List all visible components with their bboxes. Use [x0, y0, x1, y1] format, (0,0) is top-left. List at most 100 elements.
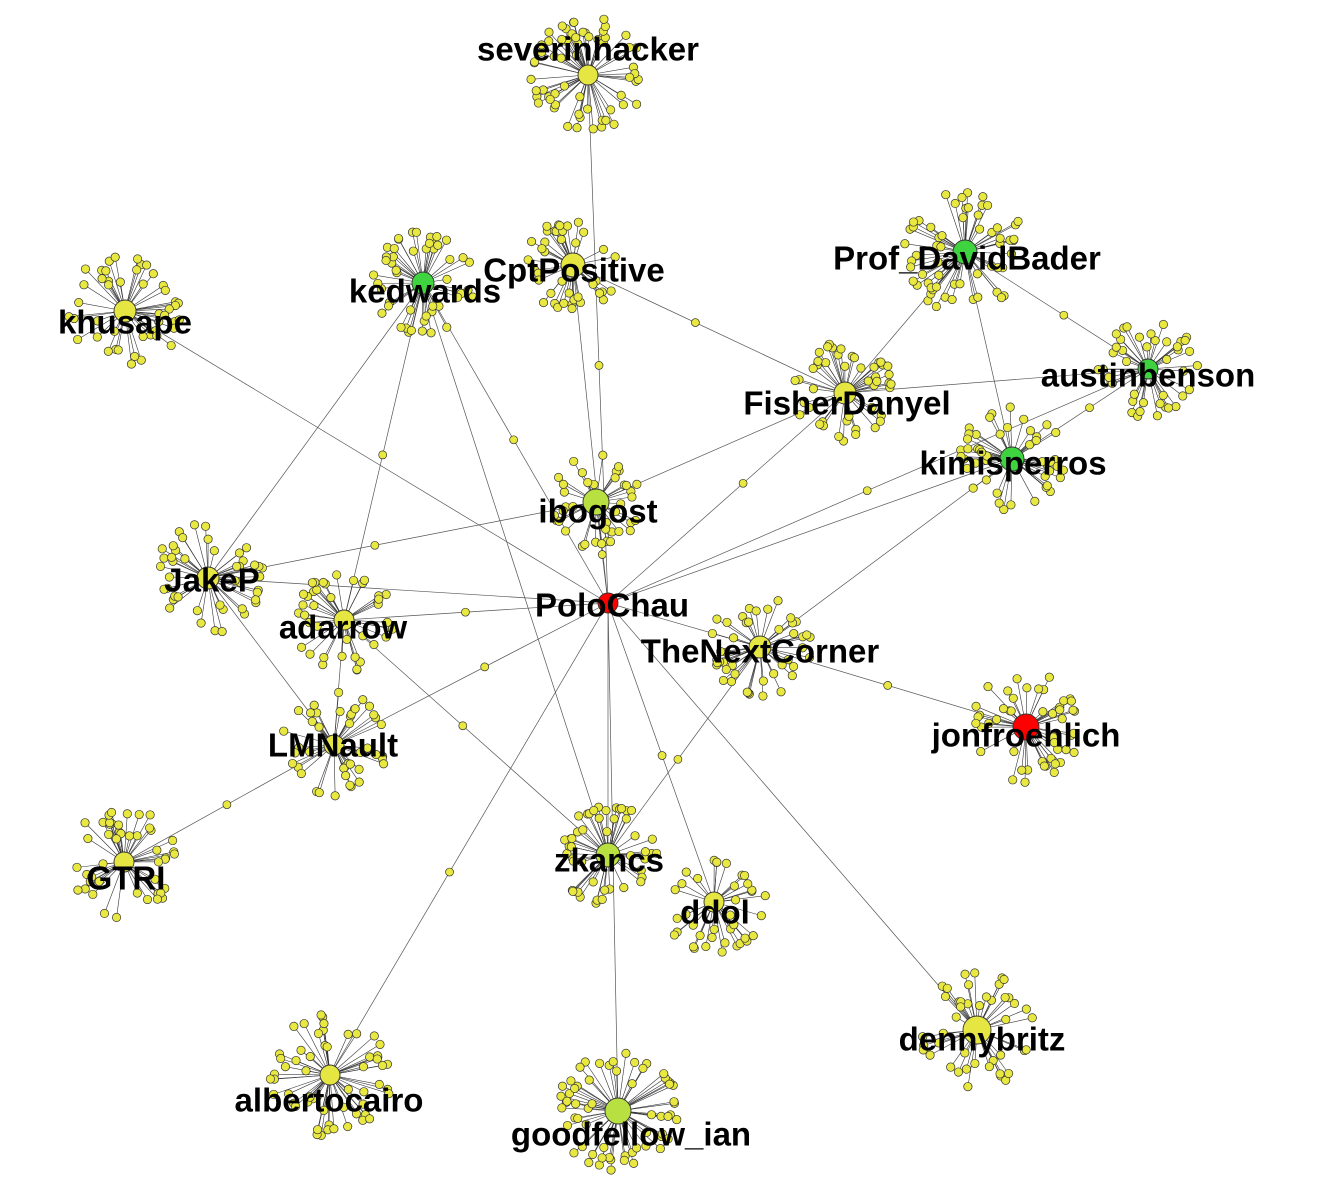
leaf-node [1163, 403, 1174, 413]
leaf-node [352, 664, 362, 674]
leaf-node [1059, 696, 1069, 706]
leaf-node [808, 384, 818, 394]
leaf-node [960, 1048, 970, 1058]
hub-node-adarrow[interactable] [333, 609, 355, 631]
leaf-node [307, 716, 317, 727]
leaf-node [1044, 672, 1054, 682]
edge-CptPositive-FisherDanyel [572, 264, 846, 394]
leaf-node [937, 231, 947, 241]
leaf-node [369, 639, 379, 650]
hub-node-TheNextCorner[interactable] [748, 635, 772, 659]
leaf-node [769, 669, 779, 679]
leaf-node [556, 234, 566, 244]
leaf-node [150, 874, 160, 884]
leaf-node [575, 92, 585, 102]
leaf-node [463, 285, 473, 295]
hub-node-dennybritz[interactable] [962, 1015, 992, 1045]
hub-node-ibogost[interactable] [582, 488, 610, 516]
leaf-node [725, 910, 735, 920]
hub-node-CptPositive[interactable] [560, 252, 586, 278]
hub-node-severinhacker[interactable] [577, 64, 599, 86]
hub-node-goodfellow_ian[interactable] [604, 1097, 632, 1125]
node-label-FisherDanyel: FisherDanyel [743, 385, 950, 422]
leaf-node [722, 617, 732, 627]
leaf-node [289, 1021, 299, 1031]
leaf-node [712, 857, 722, 867]
leaf-node [556, 1091, 566, 1101]
leaf-node [992, 223, 1002, 233]
leaf-node [337, 651, 347, 661]
leaf-node [251, 595, 261, 605]
leaf-node [931, 301, 941, 312]
hub-node-GTRI[interactable] [113, 851, 135, 873]
leaf-node [571, 50, 582, 60]
node-label-jonfroehlich: jonfroehlich [931, 717, 1121, 754]
leaf-node [795, 410, 805, 420]
leaf-node [947, 294, 957, 305]
hub-node-albertocairo[interactable] [319, 1064, 341, 1086]
hub-node-JakeP[interactable] [196, 566, 220, 590]
leaf-node [350, 704, 360, 714]
edge-PoloChau-FisherDanyel [607, 392, 846, 604]
bridge-node [594, 361, 604, 370]
leaf-node [134, 809, 144, 820]
leaf-node [345, 759, 355, 769]
leaf-node [834, 431, 844, 442]
leaf-node [458, 253, 468, 263]
hub-node-PoloChau[interactable] [597, 592, 619, 614]
leaf-node [632, 99, 642, 109]
leaf-node [774, 624, 784, 635]
leaf-node [568, 501, 578, 512]
hub-node-khusape[interactable] [113, 299, 137, 323]
leaf-node [160, 310, 170, 320]
leaf-node [742, 687, 752, 697]
leaf-node [111, 834, 121, 844]
leaf-node [613, 462, 624, 472]
leaf-node [73, 885, 83, 895]
leaf-node [1045, 466, 1055, 476]
hub-node-ddol[interactable] [703, 891, 725, 913]
leaf-node [94, 876, 104, 887]
leaf-node [577, 468, 587, 478]
leaf-node [544, 36, 554, 46]
leaf-node [726, 676, 737, 687]
leaf-node [115, 277, 125, 287]
leaf-node [728, 633, 739, 643]
leaf-node [971, 718, 981, 728]
leaf-node [688, 920, 698, 930]
leaf-node [101, 266, 111, 276]
leaf-node [958, 213, 968, 223]
leaf-node [608, 1057, 618, 1067]
hub-node-austinbenson[interactable] [1137, 358, 1159, 380]
leaf-node [557, 276, 567, 286]
leaf-node [729, 881, 739, 891]
hub-node-jonfroehlich[interactable] [1012, 713, 1040, 741]
leaf-node [956, 1002, 966, 1012]
hub-node-kimisperros[interactable] [999, 446, 1025, 472]
hub-node-zkancs[interactable] [595, 842, 621, 868]
leaf-node [720, 938, 730, 948]
leaf-node [364, 701, 375, 711]
leaf-node [996, 1050, 1006, 1060]
hub-node-FisherDanyel[interactable] [833, 381, 857, 405]
leaf-node [406, 325, 416, 336]
leaf-node [1055, 705, 1065, 715]
hub-node-Prof_DavidBader[interactable] [952, 239, 978, 265]
leaf-node [358, 631, 368, 641]
leaf-node [383, 301, 394, 311]
leaf-node [632, 479, 642, 489]
leaf-node [717, 947, 727, 957]
leaf-node [1019, 414, 1029, 424]
leaf-node [313, 1125, 323, 1135]
leaf-node [627, 492, 637, 502]
hub-node-LMNault[interactable] [323, 734, 345, 756]
leaf-node [870, 423, 880, 433]
leaf-node [379, 759, 389, 769]
leaf-node [955, 279, 965, 289]
leaf-node [978, 192, 988, 202]
hub-node-kedwards[interactable] [411, 271, 435, 295]
leaf-node [411, 227, 421, 237]
leaf-node [192, 606, 202, 616]
